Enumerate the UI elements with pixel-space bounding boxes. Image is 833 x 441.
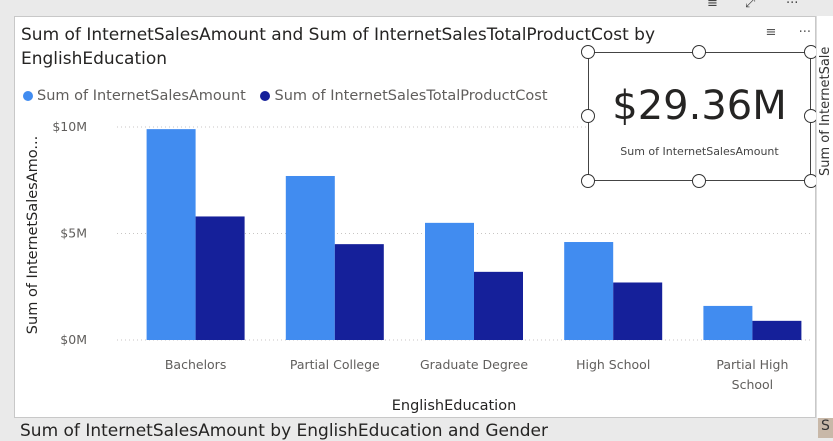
top-toolbar: ≡ ⤢ ··· (690, 0, 833, 16)
bar (703, 305, 753, 340)
legend-label: Sum of InternetSalesAmount (37, 88, 246, 104)
bar (334, 244, 384, 340)
y-axis-title: Sum of InternetSalesAmo... (25, 136, 41, 334)
x-tick-label: Partial College (290, 357, 380, 372)
x-tick-label: Bachelors (165, 357, 227, 372)
resize-handle-top-left[interactable] (581, 45, 595, 59)
legend-label: Sum of InternetSalesTotalProductCost (274, 88, 548, 104)
resize-handle-bottom-left[interactable] (581, 174, 595, 188)
bar (752, 320, 802, 340)
bar (146, 129, 196, 340)
resize-handle-top[interactable] (692, 45, 706, 59)
legend-item-sales[interactable]: Sum of InternetSalesAmount (23, 88, 246, 104)
bar (285, 175, 335, 340)
y-tick-label: $5M (60, 226, 87, 241)
expand-icon[interactable]: ⤢ (745, 0, 756, 11)
kpi-card[interactable]: $29.36M Sum of InternetSalesAmount (588, 52, 811, 181)
y-tick-label: $10M (52, 119, 87, 134)
card-label: Sum of InternetSalesAmount (620, 145, 779, 158)
filter-icon[interactable]: ≡ (707, 0, 718, 11)
x-axis-title: EnglishEducation (392, 398, 517, 414)
more-options-icon[interactable]: ··· (798, 25, 811, 40)
bar (425, 222, 474, 340)
legend-item-cost[interactable]: Sum of InternetSalesTotalProductCost (260, 88, 548, 104)
legend-dot-icon (23, 91, 33, 101)
next-visual-title: Sum of InternetSalesAmount by EnglishEdu… (20, 421, 548, 441)
visual-header-icons: ≡ ··· (748, 25, 811, 40)
x-tick-label: Graduate Degree (420, 357, 528, 372)
x-tick-label: High School (576, 357, 650, 372)
card-value: $29.36M (612, 83, 787, 129)
filter-icon[interactable]: ≡ (765, 25, 777, 40)
x-tick-label: School (732, 377, 774, 392)
adjacent-visual: Sum of InternetSale (816, 16, 833, 418)
bar (474, 271, 523, 340)
resize-handle-left[interactable] (581, 109, 595, 123)
next-visual-corner: S (818, 418, 833, 438)
y-tick-label: $0M (60, 332, 87, 347)
legend-dot-icon (260, 91, 271, 101)
resize-handle-bottom[interactable] (692, 174, 706, 188)
more-options-icon[interactable]: ··· (786, 0, 799, 11)
bar (564, 242, 614, 340)
chart-legend: Sum of InternetSalesAmount Sum of Intern… (23, 88, 558, 104)
adjacent-visual-axis-title: Sum of InternetSale (818, 46, 833, 176)
x-tick-label: Partial High (716, 357, 788, 372)
bar-chart: $0M $5M $10M Bachelors Partial College Gradua… (25, 119, 813, 414)
visual-title: Sum of InternetSalesAmount and Sum of In… (21, 25, 656, 69)
bar (613, 282, 663, 340)
bar (195, 216, 245, 340)
